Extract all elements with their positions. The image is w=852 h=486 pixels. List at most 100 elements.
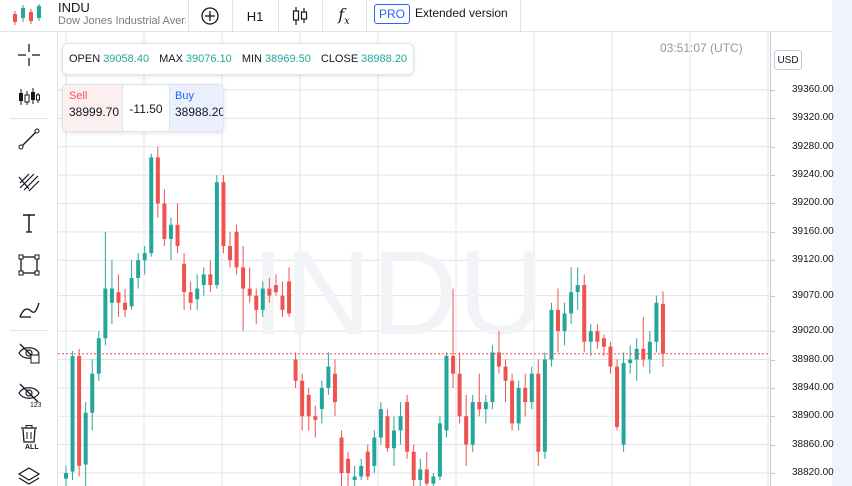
hide-indicators-icon: 123 [18, 383, 41, 408]
candle [195, 274, 200, 310]
candle [549, 302, 554, 367]
candle-body [254, 295, 259, 310]
pro-badge[interactable]: PRO [374, 4, 411, 24]
candle [431, 473, 436, 486]
candle [306, 387, 311, 431]
candle-body [90, 373, 95, 413]
candle-body [647, 341, 652, 360]
ohlc-legend: OPEN 39058.40 MAX 39076.10 MIN 38969.50 … [62, 43, 415, 75]
candle-body [228, 246, 232, 261]
candle-body [208, 274, 213, 286]
candle-body [162, 203, 167, 239]
candle [175, 203, 180, 254]
candle-body [83, 412, 88, 465]
candle [103, 231, 108, 346]
candle [634, 338, 639, 381]
price-tick-label: 39360.00 [792, 84, 834, 95]
rectangle-tool[interactable] [14, 250, 44, 280]
toolbar-divider [232, 0, 233, 32]
candle-body [123, 302, 128, 310]
candle [208, 260, 213, 293]
candle-body [103, 288, 108, 339]
candle-body [346, 458, 351, 473]
layers-tool[interactable] [14, 462, 44, 486]
candle-body [64, 473, 68, 479]
brush-icon [19, 302, 40, 318]
candle-body [470, 402, 475, 445]
price-axis[interactable] [770, 32, 832, 486]
candle-body [201, 274, 206, 286]
svg-text:ALL: ALL [25, 444, 39, 450]
chart-type-button[interactable] [282, 0, 318, 32]
candle-body [267, 288, 272, 296]
candle [287, 267, 292, 317]
candle-body [569, 292, 574, 314]
candle-body [109, 288, 114, 303]
candle-body [503, 366, 508, 381]
candle-body [332, 373, 337, 403]
max-value: 39076.10 [185, 53, 232, 65]
price-tick-mark [771, 359, 775, 361]
price-tick-mark [771, 387, 775, 389]
candle-body [582, 285, 587, 342]
crosshair-icon [18, 44, 40, 66]
interval-button[interactable]: H1 [246, 8, 264, 24]
candle-body [70, 355, 75, 472]
candle [372, 430, 377, 473]
delete-all-tool[interactable]: ALL [14, 422, 44, 452]
indicators-fx-button[interactable]: fx [326, 0, 362, 32]
crosshair-tool[interactable] [14, 40, 44, 70]
candle [418, 458, 423, 486]
candle-body [411, 451, 416, 481]
candle-body [464, 416, 469, 445]
candle [129, 260, 134, 310]
currency-badge[interactable]: USD [774, 50, 802, 70]
min-value: 38969.50 [264, 53, 311, 65]
buy-button[interactable]: Buy 38988.20 [169, 85, 223, 131]
utc-clock[interactable]: 03:51:07 (UTC) [660, 41, 743, 55]
candle [90, 359, 95, 431]
price-chart[interactable]: INDU [58, 32, 770, 486]
price-tick-mark [771, 260, 775, 262]
fib-tool[interactable] [14, 166, 44, 196]
price-tick-label: 38940.00 [792, 381, 834, 393]
drawing-toolbar: 123 ALL [0, 32, 58, 486]
candle [405, 394, 410, 459]
indicators-tool[interactable] [14, 82, 44, 112]
hide-drawings-tool[interactable] [14, 338, 44, 368]
sell-button[interactable]: Sell 38999.70 [63, 85, 123, 131]
candle-body [195, 288, 200, 300]
compare-symbol-button[interactable] [192, 0, 228, 32]
spread-value: -11.50 [129, 102, 163, 116]
hide-indicators-tool[interactable]: 123 [14, 380, 44, 410]
trendline-tool[interactable] [14, 124, 44, 154]
fib-icon [18, 173, 40, 192]
candle-body [129, 277, 134, 307]
buy-label: Buy [175, 90, 194, 102]
max-label: MAX [159, 53, 183, 65]
price-tick-label: 39020.00 [792, 325, 834, 337]
price-tick-label: 39120.00 [792, 254, 834, 266]
price-tick-label: 38900.00 [792, 410, 834, 422]
candle-body [575, 285, 580, 293]
candle [201, 267, 206, 296]
candle [392, 416, 396, 466]
candle [529, 366, 534, 410]
extended-version-link[interactable]: Extended version [415, 6, 508, 20]
candle-body [300, 380, 305, 417]
candle [346, 451, 351, 486]
candle-body [536, 373, 541, 452]
right-side-strip [832, 0, 852, 486]
trade-widget: Sell 38999.70 -11.50 Buy 38988.20 [62, 84, 224, 132]
candles-logo-icon[interactable] [12, 4, 48, 26]
candle-body [247, 288, 252, 296]
candle [109, 260, 114, 325]
brush-tool[interactable] [14, 294, 44, 324]
price-tick-label: 39200.00 [792, 197, 834, 209]
text-tool[interactable] [14, 208, 44, 238]
candle-body [628, 359, 633, 364]
symbol-name[interactable]: INDU [58, 0, 90, 15]
candle [464, 394, 469, 466]
candle-body [457, 373, 462, 417]
price-tick-label: 39280.00 [792, 140, 834, 152]
